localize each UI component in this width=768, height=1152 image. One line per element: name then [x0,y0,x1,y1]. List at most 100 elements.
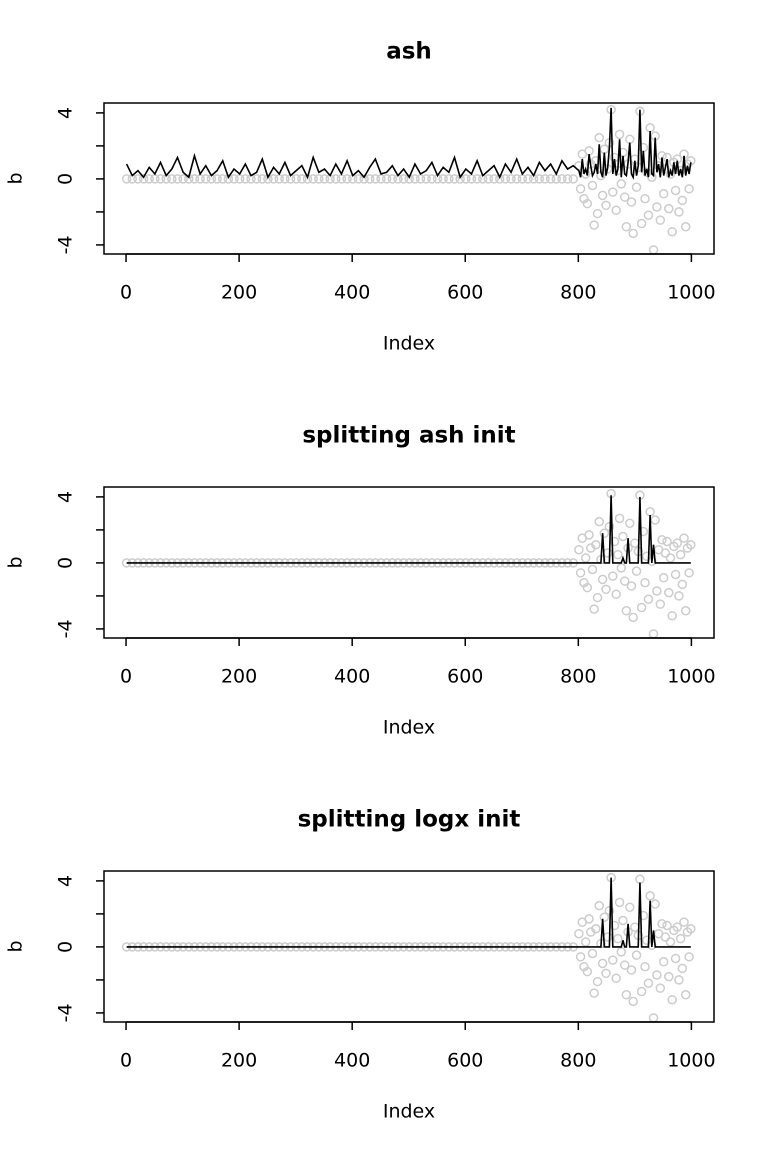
data-point [438,174,448,184]
data-point [652,970,662,980]
data-point [611,589,621,600]
data-point [212,174,222,184]
data-point [587,948,598,959]
data-point [650,515,660,525]
data-point [621,606,632,616]
data-point [655,983,666,993]
x-tick-label: 600 [447,282,483,304]
data-point [172,174,183,184]
data-point [640,577,650,588]
data-point [138,174,149,184]
data-point [635,874,645,885]
data-point [582,966,593,977]
data-line [126,495,691,564]
data-point [540,174,550,184]
data-point [587,564,598,575]
data-point [415,174,426,184]
y-tick-label: -4 [55,619,77,638]
data-point [601,584,611,595]
x-tick-label: 600 [447,1050,483,1072]
data-point [641,167,652,178]
data-point [280,174,290,184]
data-point [427,174,437,184]
y-tick-label: 4 [55,491,77,503]
data-point [643,594,654,604]
x-tick-label: 800 [560,282,596,304]
y-tick-label: 4 [55,107,77,119]
data-point [587,180,598,191]
data-point [534,174,545,184]
data-point [628,228,638,239]
data-point [178,174,188,184]
panel: ash Index b 0 200 400 600 800 1000 -4 0 4 [5,39,716,355]
x-tick-label: 200 [221,282,257,304]
data-point [641,935,652,946]
data-point [616,563,627,573]
y-tick-label: -4 [55,235,77,254]
data-point [506,174,516,184]
x-axis-label: Index [383,333,435,355]
data-point [665,937,676,947]
data-point [189,174,200,184]
x-axis-label: Index [383,1101,435,1123]
data-point [636,602,647,613]
data-point [677,579,688,590]
data-point [297,174,307,184]
data-point [616,947,627,957]
data-point [614,513,625,524]
data-point [483,174,494,184]
x-tick-label: 0 [120,1050,132,1072]
data-point [660,932,671,942]
data-point [672,538,683,548]
data-point [650,899,660,909]
data-point [562,174,573,184]
data-point [686,924,696,934]
data-point [591,924,601,934]
data-point [268,174,279,184]
data-point [640,961,650,972]
x-tick-label: 1000 [667,666,715,688]
y-tick-label: -4 [55,1003,77,1022]
data-point [645,891,655,901]
panel: splitting ash init Index b 0 200 400 600 800 100… [5,423,716,739]
data-point [584,914,594,924]
data-point [626,197,637,207]
data-point [655,215,666,225]
data-point [679,533,689,543]
data-point [619,192,630,202]
data-point [611,205,621,216]
data-point [494,174,505,184]
data-point [353,174,364,184]
data-point [657,919,667,929]
data-point [625,134,635,145]
data-point [662,920,672,931]
data-point [631,566,642,576]
data-point [568,174,578,184]
data-point [589,604,599,614]
data-point [404,174,415,184]
data-point [144,174,154,184]
data-point [575,568,586,578]
data-line [126,877,691,948]
data-point [257,174,268,184]
data-point [582,582,593,593]
data-point [121,174,132,184]
data-point [364,174,375,184]
data-point [655,599,666,609]
data-point [421,174,431,184]
data-point [628,996,638,1007]
data-point [500,174,511,184]
data-point [636,986,647,997]
data-point [240,174,251,184]
data-point [667,226,677,237]
data-point [643,978,654,988]
y-tick-label: 0 [55,941,77,953]
data-point [614,129,625,140]
data-point [680,222,691,232]
data-point [611,973,621,984]
data-point [672,922,683,932]
x-tick-label: 1000 [667,1050,715,1072]
data-point [599,912,610,922]
data-point [645,507,655,517]
